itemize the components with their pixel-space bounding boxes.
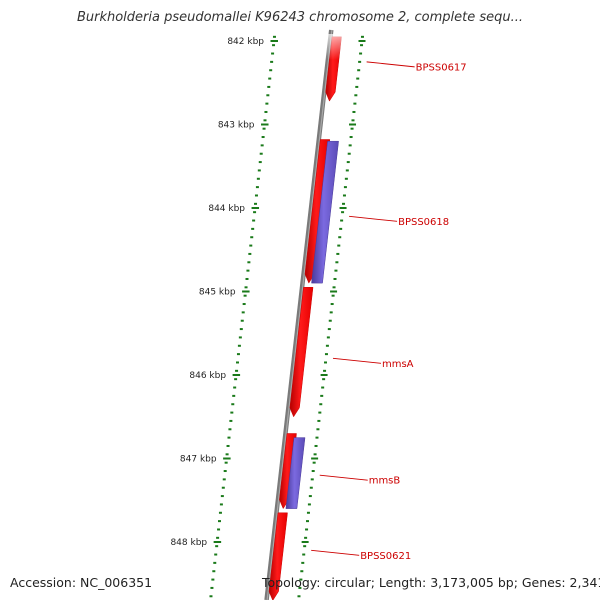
tick-label: 848 kbp bbox=[170, 538, 207, 548]
gene-reverse bbox=[311, 140, 339, 284]
gene-label: BPSS0621 bbox=[360, 551, 411, 562]
tick-label: 843 kbp bbox=[218, 121, 255, 131]
gene-reverse bbox=[285, 437, 306, 509]
gene-label: mmsB bbox=[369, 476, 401, 487]
gene-labels: BPSS0617 BPSS0618 mmsA mmsB BPSS0621 bbox=[311, 61, 467, 562]
scale-ticks: 842 kbp 843 kbp 844 kbp 845 kbp 846 kbp 847 k… bbox=[170, 35, 366, 598]
tick-label: 845 kbp bbox=[199, 288, 236, 298]
gene-forward bbox=[268, 512, 288, 600]
gene-label-leader bbox=[332, 357, 382, 364]
gene-label-leader bbox=[311, 549, 360, 556]
gene-label-leader bbox=[349, 215, 398, 222]
genes bbox=[268, 36, 342, 600]
backbone-highlight bbox=[266, 29, 333, 600]
gene-label: mmsA bbox=[382, 359, 414, 370]
tick-label: 847 kbp bbox=[180, 455, 217, 465]
accession-text: Accession: NC_006351 bbox=[10, 575, 153, 590]
gene-label-leader bbox=[319, 474, 368, 481]
tick-label: 842 kbp bbox=[227, 37, 264, 47]
tick-label: 846 kbp bbox=[189, 371, 226, 381]
gene-label: BPSS0617 bbox=[416, 62, 467, 73]
gene-label-leader bbox=[366, 61, 415, 68]
tick-label: 844 kbp bbox=[208, 204, 245, 214]
gene-forward bbox=[289, 287, 314, 418]
map-title: Burkholderia pseudomallei K96243 chromos… bbox=[76, 10, 524, 25]
backbone bbox=[264, 29, 334, 600]
gene-label: BPSS0618 bbox=[398, 217, 449, 228]
summary-text: Topology: circular; Length: 3,173,005 bp… bbox=[262, 575, 600, 590]
